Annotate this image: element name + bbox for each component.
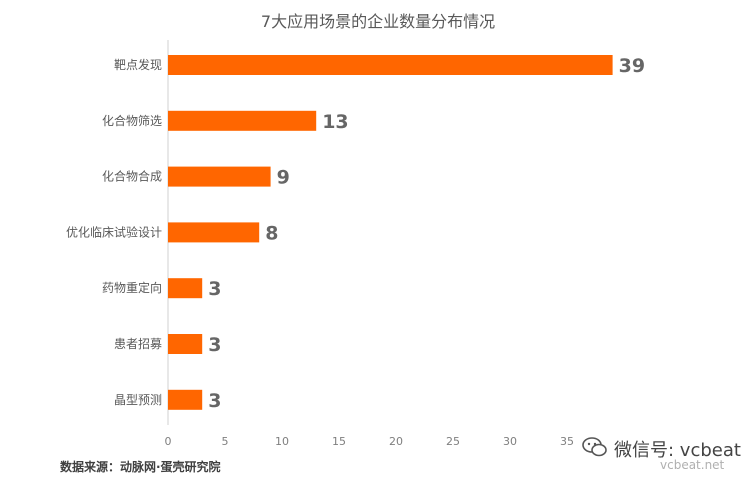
data-label: 3: [208, 334, 221, 356]
bar: [168, 222, 260, 243]
x-tick-label: 30: [503, 435, 517, 448]
category-label: 晶型预测: [114, 393, 162, 407]
data-label: 39: [619, 55, 645, 77]
watermark-site: vcbeat.net: [660, 458, 725, 472]
x-tick-label: 25: [446, 435, 460, 448]
data-label: 3: [208, 390, 221, 412]
bar: [168, 389, 203, 410]
x-tick-label: 0: [165, 435, 172, 448]
bar: [168, 334, 203, 354]
watermark: 微信号: vcbeat: [582, 436, 741, 462]
source-note: 数据来源：动脉网·蛋壳研究院: [60, 460, 221, 474]
category-label: 化合物合成: [102, 169, 162, 184]
bar: [168, 110, 317, 131]
category-label: 患者招募: [114, 337, 162, 351]
data-label: 9: [277, 167, 290, 189]
x-tick-label: 15: [332, 435, 346, 448]
x-tick-label: 5: [222, 435, 229, 448]
chart-title: 7大应用场景的企业数量分布情况: [260, 12, 496, 31]
bar: [168, 166, 271, 187]
category-label: 靶点发现: [114, 57, 162, 72]
data-label: 8: [265, 222, 278, 244]
category-label: 优化临床试验设计: [66, 224, 162, 239]
x-tick-label: 10: [275, 435, 289, 448]
data-label: 3: [208, 278, 221, 300]
category-label: 药物重定向: [102, 280, 162, 295]
x-tick-label: 20: [389, 435, 403, 448]
wechat-icon: [582, 436, 608, 462]
bar: [168, 278, 203, 299]
data-label: 13: [322, 111, 348, 133]
category-label: 化合物筛选: [102, 113, 162, 128]
bars-group: 靶点发现 39 化合物筛选 13 化合物合成 9 优化临床试验设计 8 药物重定向 3 患者招募 3 晶…: [66, 55, 645, 448]
bar: [168, 55, 613, 75]
x-tick-label: 35: [560, 435, 574, 448]
watermark-text: 微信号: vcbeat: [614, 440, 741, 461]
